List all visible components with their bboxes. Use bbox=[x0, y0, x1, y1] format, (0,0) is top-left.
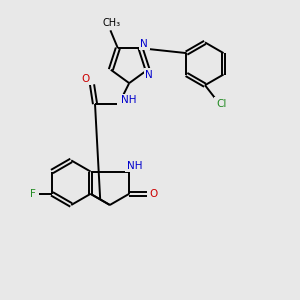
Text: N: N bbox=[140, 39, 148, 49]
Text: F: F bbox=[30, 189, 35, 199]
Text: NH: NH bbox=[127, 160, 142, 171]
Text: NH: NH bbox=[121, 95, 136, 105]
Text: Cl: Cl bbox=[216, 99, 226, 109]
Text: CH₃: CH₃ bbox=[103, 18, 121, 28]
Text: O: O bbox=[149, 189, 158, 199]
Text: N: N bbox=[145, 70, 153, 80]
Text: O: O bbox=[81, 74, 90, 84]
